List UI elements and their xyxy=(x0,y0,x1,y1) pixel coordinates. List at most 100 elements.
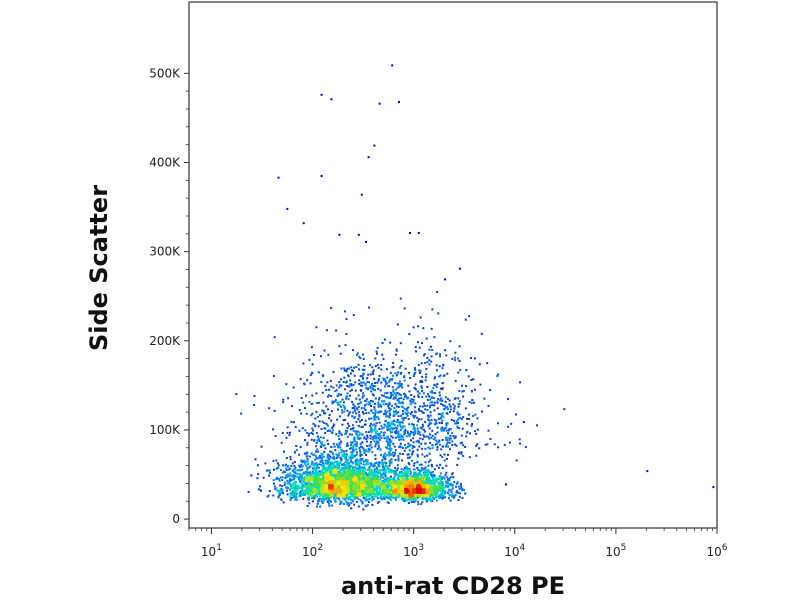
data-point xyxy=(295,495,297,498)
data-point xyxy=(275,476,278,479)
data-point xyxy=(401,489,404,492)
data-point xyxy=(346,467,348,470)
data-point xyxy=(296,472,299,475)
data-point xyxy=(330,478,332,481)
data-point xyxy=(310,346,313,349)
data-point xyxy=(336,477,339,480)
data-point xyxy=(422,412,425,414)
data-point xyxy=(461,488,464,490)
data-point xyxy=(374,424,377,427)
data-point xyxy=(322,475,325,478)
data-point xyxy=(283,483,286,486)
data-point xyxy=(483,397,486,400)
data-point xyxy=(426,414,429,417)
data-point xyxy=(425,492,428,495)
data-point xyxy=(344,490,347,493)
data-point xyxy=(393,413,396,416)
data-point xyxy=(353,440,356,442)
data-point xyxy=(457,405,460,408)
data-point xyxy=(326,439,329,442)
data-point xyxy=(352,406,355,409)
data-point xyxy=(397,480,400,482)
data-point xyxy=(347,501,350,504)
data-point xyxy=(431,401,434,404)
data-point xyxy=(443,453,446,456)
data-point xyxy=(424,474,427,477)
data-point xyxy=(406,430,409,433)
data-point xyxy=(371,503,374,506)
data-point xyxy=(369,480,372,483)
data-point xyxy=(412,468,415,471)
data-point xyxy=(285,486,287,489)
data-point xyxy=(289,498,292,501)
data-point xyxy=(395,393,398,396)
data-point xyxy=(351,449,354,452)
data-point xyxy=(316,476,319,479)
data-point xyxy=(364,409,367,412)
data-point xyxy=(313,497,316,500)
data-point xyxy=(308,482,311,485)
data-point xyxy=(471,399,474,401)
data-point xyxy=(374,365,377,368)
data-point xyxy=(353,485,355,488)
data-point xyxy=(365,453,367,456)
data-point xyxy=(370,446,373,449)
data-point xyxy=(404,474,407,477)
data-point xyxy=(334,466,336,469)
data-point xyxy=(433,498,435,500)
data-point xyxy=(400,468,403,471)
data-point xyxy=(373,435,376,437)
data-point xyxy=(326,430,329,432)
data-point xyxy=(456,418,459,421)
data-point xyxy=(346,427,349,430)
data-point xyxy=(335,465,338,468)
data-point xyxy=(503,443,506,446)
data-point xyxy=(327,476,329,479)
data-point xyxy=(394,432,397,435)
data-point xyxy=(327,473,330,475)
data-point xyxy=(280,498,283,501)
data-point xyxy=(356,462,359,465)
data-point xyxy=(413,386,416,389)
data-point xyxy=(460,486,463,489)
data-point xyxy=(401,410,404,413)
data-point xyxy=(515,413,517,416)
data-point xyxy=(309,374,312,376)
data-point xyxy=(433,404,436,407)
data-point xyxy=(369,491,372,494)
data-point xyxy=(415,499,418,502)
data-point xyxy=(340,378,342,381)
data-point xyxy=(412,414,414,417)
data-point xyxy=(444,474,447,477)
data-point xyxy=(369,482,371,485)
data-point xyxy=(361,375,364,378)
data-point xyxy=(387,483,389,486)
data-point xyxy=(346,462,349,465)
data-point xyxy=(368,492,371,495)
data-point xyxy=(318,472,321,475)
data-point xyxy=(326,500,329,503)
data-point xyxy=(486,443,489,446)
data-point xyxy=(435,422,438,425)
data-point xyxy=(281,471,284,474)
data-point xyxy=(301,468,304,471)
data-point xyxy=(401,401,404,404)
data-point xyxy=(318,439,320,442)
data-point xyxy=(465,369,468,372)
data-point xyxy=(303,476,306,479)
data-point xyxy=(312,468,315,471)
data-point xyxy=(385,402,387,405)
data-point xyxy=(429,497,431,500)
data-point xyxy=(362,508,365,511)
data-point xyxy=(382,465,385,468)
data-point xyxy=(456,411,459,414)
data-point xyxy=(358,463,361,466)
data-point xyxy=(417,396,420,399)
data-point xyxy=(391,386,394,389)
data-point xyxy=(452,403,455,406)
data-point xyxy=(403,467,406,470)
data-point xyxy=(308,502,311,505)
data-point xyxy=(322,472,325,475)
data-point xyxy=(352,450,354,453)
data-point xyxy=(401,453,404,455)
